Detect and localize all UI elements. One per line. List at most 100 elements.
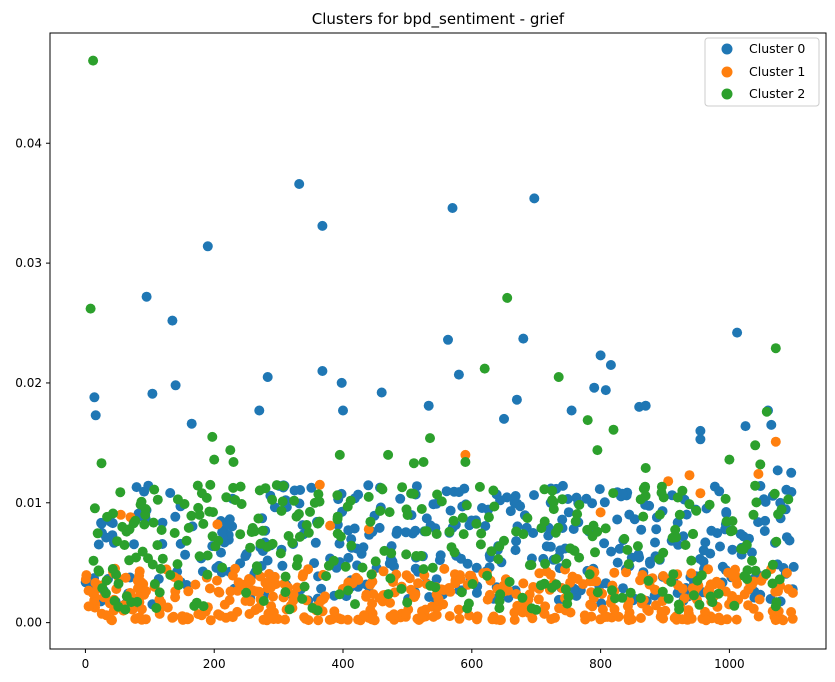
data-point-cluster-0 xyxy=(317,220,328,231)
data-point-cluster-2 xyxy=(112,536,123,547)
data-point-cluster-2 xyxy=(151,603,162,613)
data-point-cluster-2 xyxy=(750,440,761,451)
data-point-cluster-1 xyxy=(183,586,194,597)
data-point-cluster-0 xyxy=(277,560,288,571)
data-point-cluster-0 xyxy=(262,372,273,382)
data-point-cluster-2 xyxy=(522,513,533,523)
data-point-cluster-2 xyxy=(262,541,273,552)
data-point-cluster-2 xyxy=(623,559,634,570)
data-point-cluster-1 xyxy=(700,606,710,617)
legend-label-cluster-1: Cluster 1 xyxy=(749,64,805,79)
data-point-cluster-1 xyxy=(133,583,143,594)
data-point-cluster-0 xyxy=(618,583,628,594)
data-point-cluster-2 xyxy=(210,541,221,552)
data-point-cluster-2 xyxy=(494,603,505,614)
data-point-cluster-0 xyxy=(543,530,554,541)
data-point-cluster-2 xyxy=(654,509,665,520)
data-point-cluster-2 xyxy=(574,499,585,510)
data-point-cluster-2 xyxy=(280,571,291,582)
data-point-cluster-2 xyxy=(115,487,126,498)
data-point-cluster-1 xyxy=(595,507,606,518)
data-point-cluster-1 xyxy=(460,449,471,460)
data-point-cluster-1 xyxy=(509,614,520,625)
data-point-cluster-0 xyxy=(595,350,606,361)
x-tick-label: 0 xyxy=(82,657,90,671)
data-point-cluster-1 xyxy=(96,608,107,619)
data-point-cluster-2 xyxy=(107,564,118,574)
data-point-cluster-0 xyxy=(386,541,397,552)
data-point-cluster-2 xyxy=(446,542,457,553)
data-point-cluster-2 xyxy=(334,589,345,600)
data-point-cluster-2 xyxy=(241,587,252,598)
data-point-cluster-0 xyxy=(781,484,792,495)
data-point-cluster-2 xyxy=(643,575,654,586)
data-point-cluster-2 xyxy=(384,507,395,518)
data-point-cluster-0 xyxy=(289,485,300,496)
data-point-cluster-0 xyxy=(400,527,411,538)
data-point-cluster-2 xyxy=(297,593,308,604)
data-point-cluster-2 xyxy=(139,519,150,530)
data-point-cluster-2 xyxy=(460,457,471,467)
data-point-cluster-2 xyxy=(205,479,216,490)
data-point-cluster-2 xyxy=(88,55,99,66)
data-point-cluster-1 xyxy=(107,615,117,626)
data-point-cluster-1 xyxy=(81,570,92,581)
data-point-cluster-2 xyxy=(370,556,381,567)
data-point-cluster-0 xyxy=(421,513,432,524)
data-point-cluster-1 xyxy=(773,586,783,597)
data-point-cluster-2 xyxy=(539,484,550,495)
data-point-cluster-2 xyxy=(181,535,192,546)
data-point-cluster-2 xyxy=(539,516,550,527)
data-point-cluster-2 xyxy=(179,499,190,509)
data-point-cluster-0 xyxy=(605,360,616,370)
data-point-cluster-2 xyxy=(192,480,203,491)
data-point-cluster-2 xyxy=(495,589,506,600)
data-point-cluster-1 xyxy=(683,605,694,616)
data-point-cluster-2 xyxy=(674,604,685,615)
data-point-cluster-2 xyxy=(748,509,759,520)
data-point-cluster-0 xyxy=(732,327,743,338)
data-point-cluster-1 xyxy=(316,595,327,606)
data-point-cluster-0 xyxy=(343,552,354,563)
data-point-cluster-2 xyxy=(582,415,593,426)
data-point-cluster-0 xyxy=(781,532,792,543)
data-point-cluster-0 xyxy=(317,366,328,376)
data-point-cluster-2 xyxy=(284,604,295,615)
data-point-cluster-2 xyxy=(663,593,674,604)
data-point-cluster-2 xyxy=(280,587,291,598)
data-point-cluster-0 xyxy=(617,488,628,499)
data-point-cluster-2 xyxy=(143,553,153,564)
data-point-cluster-2 xyxy=(416,504,427,514)
data-point-cluster-2 xyxy=(335,531,346,542)
data-point-cluster-2 xyxy=(511,526,522,537)
data-point-cluster-2 xyxy=(582,524,593,535)
data-point-cluster-2 xyxy=(553,372,564,382)
data-point-cluster-2 xyxy=(350,599,360,610)
data-point-cluster-1 xyxy=(599,612,610,623)
data-point-cluster-2 xyxy=(253,513,264,524)
data-point-cluster-1 xyxy=(518,606,529,617)
data-point-cluster-0 xyxy=(788,561,799,572)
data-point-cluster-1 xyxy=(196,610,207,621)
data-point-cluster-0 xyxy=(594,484,605,495)
data-point-cluster-2 xyxy=(152,540,163,551)
data-point-cluster-1 xyxy=(204,583,215,594)
data-point-cluster-0 xyxy=(454,487,464,498)
data-point-cluster-2 xyxy=(201,492,212,503)
data-point-cluster-1 xyxy=(686,613,697,624)
data-point-cluster-0 xyxy=(294,179,305,189)
data-point-cluster-2 xyxy=(617,592,628,603)
data-point-cluster-1 xyxy=(778,615,789,626)
data-point-cluster-0 xyxy=(511,536,522,547)
data-point-cluster-2 xyxy=(258,596,269,606)
data-point-cluster-1 xyxy=(455,574,466,585)
data-point-cluster-1 xyxy=(365,579,376,590)
data-point-cluster-2 xyxy=(301,520,312,530)
data-point-cluster-2 xyxy=(85,303,96,314)
data-point-cluster-1 xyxy=(170,592,181,603)
data-point-cluster-0 xyxy=(224,514,235,525)
data-point-cluster-2 xyxy=(592,526,603,537)
data-point-cluster-1 xyxy=(190,579,201,590)
data-point-cluster-0 xyxy=(254,405,265,416)
